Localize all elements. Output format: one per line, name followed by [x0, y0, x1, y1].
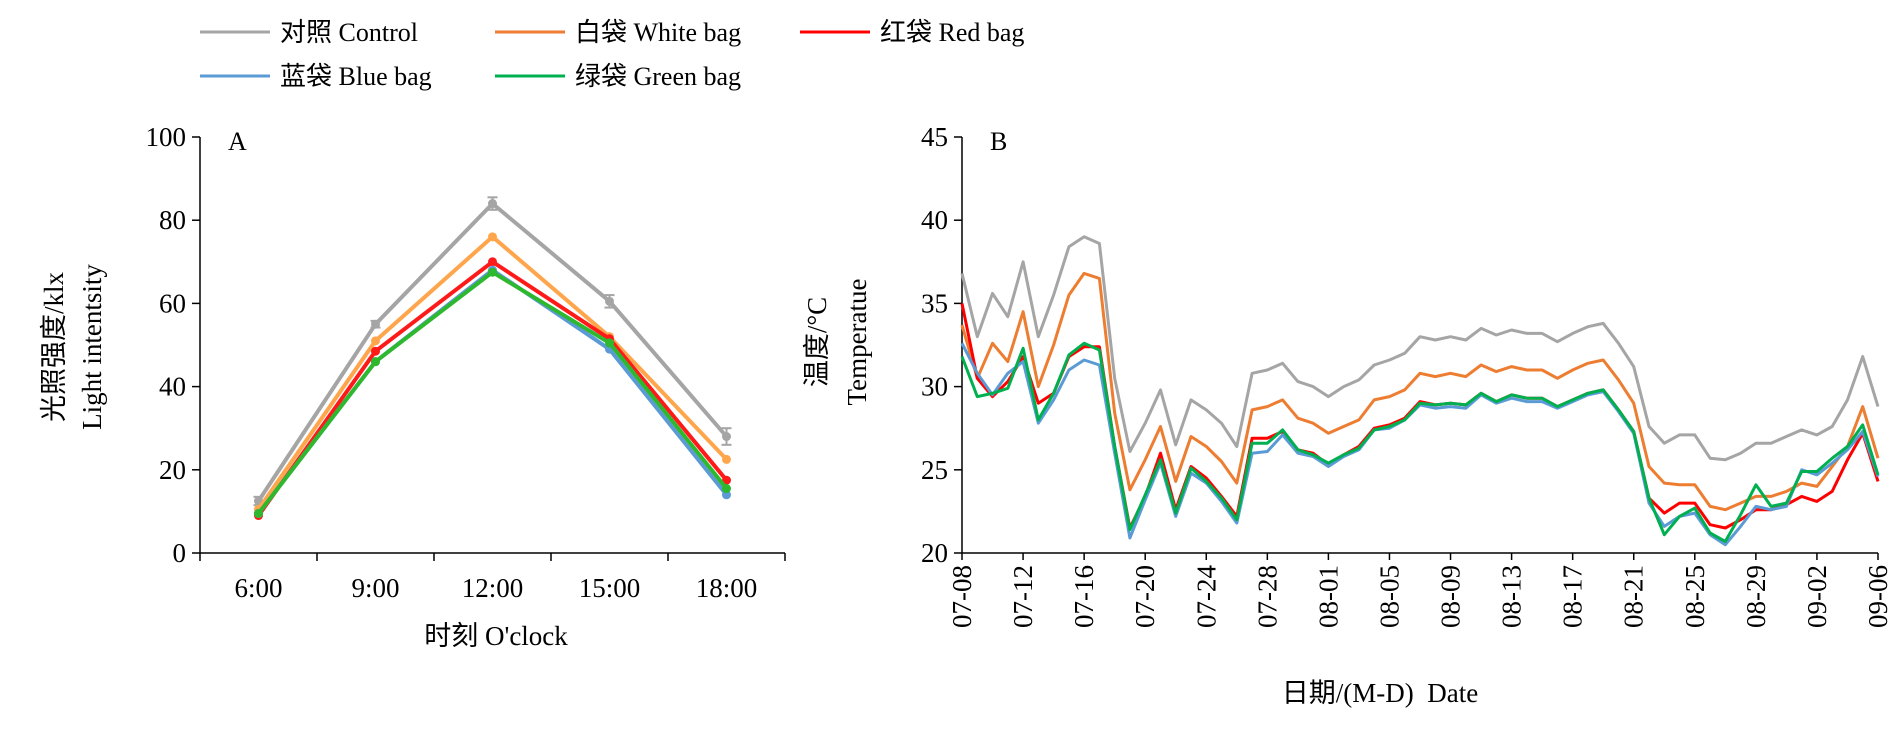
chart-a-point-control [488, 199, 497, 209]
chart-a-series-line-control [256, 201, 729, 503]
chart-a-x-tick-label: 9:00 [351, 573, 399, 603]
chart-a-y-tick-label: 0 [173, 538, 187, 568]
chart-a-axes: 0 20 40 60 80 100 6:00 9:00 12:00 15:00 18:00 [146, 122, 786, 603]
chart-b-x-tick-label: 07-28 [1252, 565, 1282, 628]
chart-b-x-tick-label: 08-09 [1436, 565, 1466, 628]
chart-b-x-tick-label: 08-05 [1375, 565, 1405, 628]
chart-b: B 20 25 30 35 40 45 07-08 07-12 07-16 07-20 07-24 0… [802, 122, 1890, 708]
chart-a-point-control [605, 296, 614, 306]
chart-a-y-tick-label: 80 [159, 205, 186, 235]
chart-a-panel-label: A [228, 127, 247, 156]
chart-b-xlabel: 日期/(M-D) Date [1282, 678, 1478, 708]
chart-b-x-tick-label: 08-21 [1619, 565, 1649, 628]
chart-a-series [253, 196, 732, 521]
chart-a-point-red-bag [722, 475, 731, 485]
chart-b-y-tick-label: 30 [921, 372, 948, 402]
chart-a-series-line-white-bag [256, 234, 728, 511]
legend: 对照 Control 白袋 White bag 红袋 Red bag 蓝袋 Blue … [200, 18, 1024, 91]
chart-b-y-tick-label: 25 [921, 455, 948, 485]
chart-b-y-tick-label: 35 [921, 288, 948, 318]
chart-b-x-tick-label: 07-24 [1191, 565, 1221, 628]
legend-label-blue-bag: 蓝袋 Blue bag [280, 62, 432, 91]
chart-a: A 0 20 40 60 80 100 6:00 9:00 12:00 15:00 18:00 时刻… [39, 122, 786, 651]
legend-label-red-bag: 红袋 Red bag [880, 18, 1024, 47]
chart-b-x-tick-label: 09-02 [1802, 565, 1832, 628]
chart-b-axes: 20 25 30 35 40 45 07-08 07-12 07-16 07-20 07-24 07-… [921, 122, 1890, 628]
chart-b-x-tick-label: 07-12 [1008, 565, 1038, 628]
chart-a-point-green-bag [605, 338, 614, 348]
chart-a-point-red-bag [488, 257, 497, 267]
chart-a-y-tick-label: 60 [159, 288, 186, 318]
chart-a-ylabel-line1: 光照强度/klx [39, 272, 69, 423]
chart-a-series-line-red-bag [256, 259, 729, 517]
chart-a-point-green-bag [722, 484, 731, 494]
legend-label-control: 对照 Control [280, 18, 418, 47]
chart-b-x-tick-label: 07-20 [1130, 565, 1160, 628]
chart-b-ylabel-line1: 温度/°C [802, 297, 832, 387]
chart-b-x-tick-label: 07-16 [1069, 565, 1099, 628]
chart-a-point-red-bag [371, 346, 380, 356]
chart-b-series-line-green-bag [960, 341, 1880, 543]
legend-label-white-bag: 白袋 White bag [575, 18, 741, 47]
chart-b-series-line-white-bag [960, 271, 1880, 512]
chart-a-y-tick-label: 20 [159, 455, 186, 485]
chart-a-y-tick-label: 100 [146, 122, 187, 152]
chart-a-point-white-bag [371, 336, 380, 346]
legend-label-green-bag: 绿袋 Green bag [575, 62, 741, 91]
chart-a-x-tick-label: 18:00 [696, 573, 758, 603]
chart-b-x-tick-label: 08-17 [1558, 565, 1588, 628]
chart-a-point-control [722, 432, 731, 442]
chart-a-point-green-bag [488, 267, 497, 277]
chart-a-x-tick-label: 15:00 [579, 573, 641, 603]
chart-a-point-white-bag [722, 454, 731, 464]
chart-a-point-white-bag [488, 232, 497, 242]
chart-b-series [960, 235, 1880, 547]
chart-b-y-tick-label: 20 [921, 538, 948, 568]
chart-b-x-tick-label: 09-06 [1863, 565, 1890, 628]
chart-b-x-tick-label: 07-08 [947, 565, 977, 628]
chart-b-x-tick-label: 08-13 [1497, 565, 1527, 628]
chart-a-point-blue-bag [722, 490, 731, 500]
chart-b-x-tick-label: 08-25 [1680, 565, 1710, 628]
chart-b-x-tick-label: 08-29 [1741, 565, 1771, 628]
chart-b-x-tick-label: 08-01 [1313, 565, 1343, 628]
chart-b-y-tick-label: 45 [921, 122, 948, 152]
chart-b-y-tick-label: 40 [921, 205, 948, 235]
chart-a-ylabel-line2: Light intentsity [77, 264, 107, 430]
chart-a-point-green-bag [371, 357, 380, 367]
chart-a-point-green-bag [254, 508, 263, 518]
chart-b-series-line-control [960, 235, 1880, 462]
chart-a-xlabel: 时刻 O'clock [424, 621, 568, 651]
chart-b-panel-label: B [990, 127, 1007, 156]
chart-a-point-control [371, 319, 380, 329]
chart-a-x-tick-label: 6:00 [234, 573, 282, 603]
chart-a-y-tick-label: 40 [159, 372, 186, 402]
chart-a-x-tick-label: 12:00 [462, 573, 524, 603]
chart-b-ylabel-line2: Temperatue [842, 278, 872, 405]
